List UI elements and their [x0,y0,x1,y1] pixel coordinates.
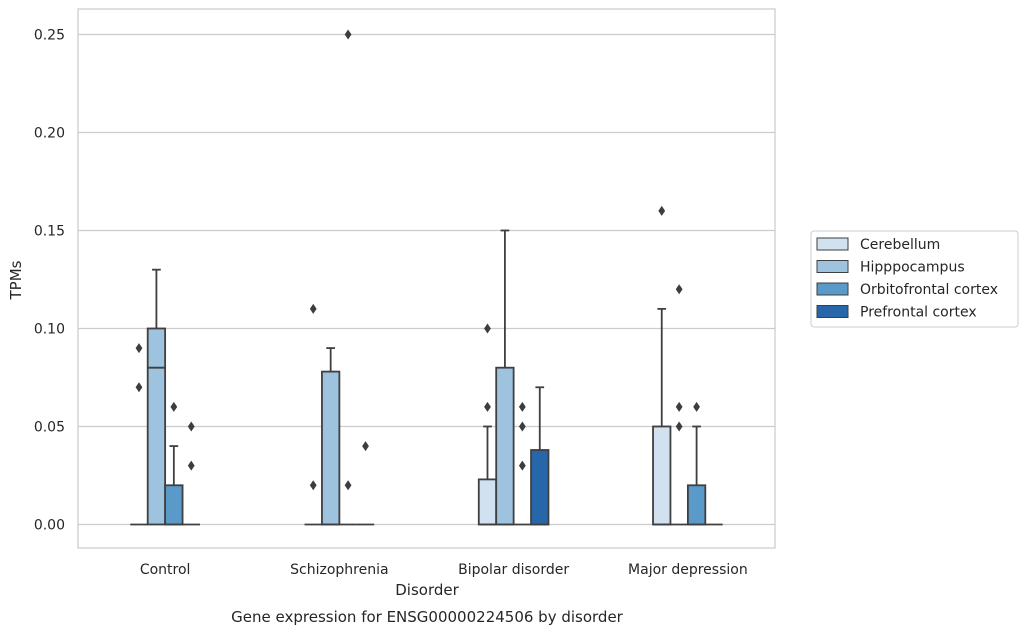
outlier-marker [518,460,526,471]
box-elements [130,229,723,526]
box-body [652,425,672,526]
box-body [477,478,498,526]
outlier-marker [675,284,683,295]
y-tick-label: 0.20 [34,125,65,141]
box-orbitofrontal-cortex [686,425,707,526]
legend-frame [810,230,1019,328]
outlier-marker [693,401,700,412]
outlier-marker [518,421,526,432]
legend-swatch [816,282,849,296]
outlier-marker [187,421,195,432]
x-tick-label: Major depression [628,562,748,578]
outlier-marker [362,441,369,452]
box-cerebellum [477,425,498,526]
y-tick-label: 0.25 [34,27,65,43]
outlier-marker [344,29,352,40]
box-body [321,370,341,526]
legend-label: Hipppocampus [860,260,965,276]
y-tick-label: 0.10 [34,321,65,337]
box-cerebellum [652,307,672,526]
outlier-marker [309,303,317,314]
outlier-marker [309,480,317,491]
box-hipppocampus [321,347,341,526]
box-orbitofrontal-cortex [164,445,184,526]
box-body [164,484,184,526]
legend-label: Cerebellum [860,237,940,253]
x-tick-label: Bipolar disorder [458,562,569,578]
legend-label: Prefrontal cortex [860,305,977,321]
legend-label: Orbitofrontal cortex [860,282,998,298]
outlier-marker [135,382,143,393]
outlier-marker [518,401,526,412]
outlier-markers [135,29,700,491]
outlier-marker [675,401,683,412]
box-body [146,327,167,526]
y-tick-label: 0.00 [34,517,65,533]
outlier-marker [135,343,143,354]
outlier-marker [484,401,491,412]
x-tick-label: Schizophrenia [290,562,388,578]
legend: Cerebellum Hipppocampus Orbitofrontal cort… [810,230,1019,328]
box-prefrontal-cortex [530,386,550,526]
outlier-marker [170,401,178,412]
y-tick-labels: 0.00 0.05 0.10 0.15 0.20 0.25 [34,27,65,533]
legend-swatch [816,260,849,273]
outlier-marker [187,460,195,471]
box-body [495,366,515,526]
outlier-marker [484,323,491,334]
outlier-marker [675,421,683,432]
x-axis-label: Disorder [395,581,459,599]
y-tick-label: 0.15 [34,223,65,239]
y-tick-label: 0.05 [34,419,65,435]
figure-caption: Gene expression for ENSG00000224506 by d… [231,608,624,626]
outlier-marker [658,205,666,216]
legend-swatch [816,237,849,251]
box-hipppocampus [495,229,515,526]
plot-frame [77,8,776,549]
legend-swatch [816,305,849,318]
box-hipppocampus [146,268,167,526]
x-tick-label: Control [140,562,191,578]
box-body [686,484,707,526]
outlier-marker [344,480,352,491]
box-body [530,449,550,526]
y-axis-label: TPMs [7,260,25,300]
x-tick-labels: Control Schizophrenia Bipolar disorder Majo… [140,562,748,578]
